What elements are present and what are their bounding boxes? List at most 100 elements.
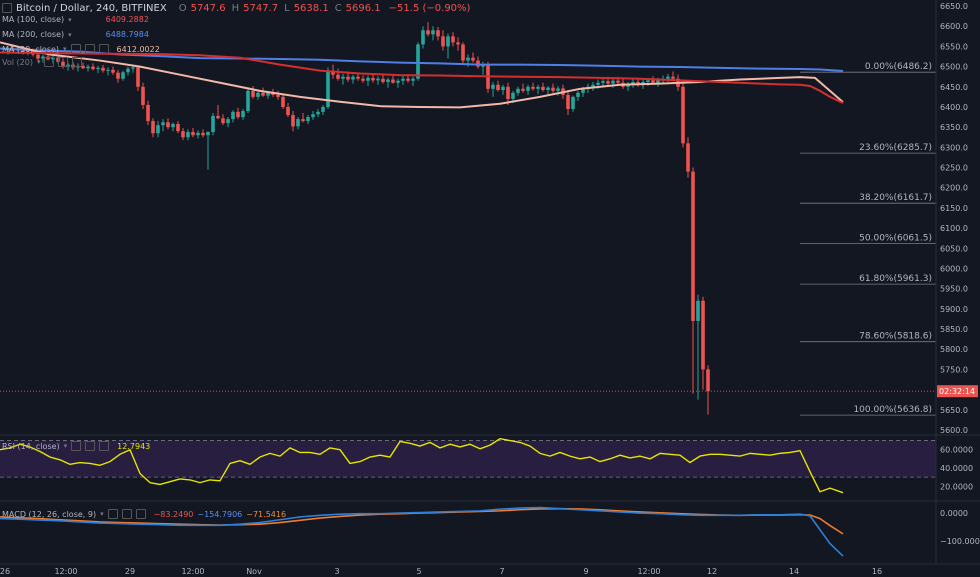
candle-body (276, 94, 280, 97)
candle-body (336, 74, 340, 79)
candle-body (411, 78, 415, 81)
price-tick-label: 6300.0 (940, 143, 968, 152)
fib-level-label: 100.00%(5636.8) (853, 405, 932, 415)
price-tick-label: 6500.0 (940, 63, 968, 72)
candle-body (346, 76, 350, 80)
candle-body (266, 92, 270, 96)
candle-body (606, 81, 610, 84)
close-icon[interactable] (72, 57, 83, 67)
candle-body (596, 82, 600, 85)
ma50-legend[interactable]: MA (50, close) ▾ 6412.0022 (2, 44, 160, 54)
time-tick-label: Nov (246, 567, 262, 576)
price-tick-label: 5800.0 (940, 345, 968, 354)
candle-body (386, 79, 390, 82)
ma50-value: 6412.0022 (116, 44, 160, 54)
chevron-down-icon[interactable]: ▾ (36, 58, 41, 66)
rsi-value: 12.7943 (117, 441, 151, 451)
close-icon[interactable] (98, 44, 109, 54)
candle-body (506, 86, 510, 99)
candle-body (201, 132, 205, 136)
candle-body (406, 78, 410, 81)
price-tick-label: 5900.0 (940, 305, 968, 314)
candle-body (541, 86, 545, 91)
candle-body (376, 78, 380, 81)
candle-body (616, 80, 620, 83)
candle-body (21, 49, 25, 53)
settings-icon[interactable] (58, 57, 69, 67)
chevron-down-icon[interactable]: ▾ (68, 30, 72, 39)
eye-icon[interactable] (107, 509, 118, 519)
macd-legend[interactable]: MACD (12, 26, close, 9) ▾ −83.2490 −154.… (2, 509, 286, 519)
candle-body (546, 87, 550, 91)
high-value: 5747.7 (243, 2, 279, 14)
close-label: C (334, 2, 342, 14)
eye-icon[interactable] (44, 57, 55, 67)
chevron-down-icon[interactable]: ▾ (63, 442, 68, 450)
ma200-name: MA (200, close) (2, 30, 65, 39)
candle-body (256, 92, 260, 97)
macd-name: MACD (12, 26, close, 9) (2, 509, 97, 519)
fib-level-label: 50.00%(6061.5) (859, 234, 932, 244)
macd-pane[interactable] (0, 506, 844, 557)
chevron-down-icon[interactable]: ▾ (68, 15, 72, 24)
rsi-pane[interactable] (0, 438, 936, 494)
eye-icon[interactable] (70, 44, 81, 54)
settings-icon[interactable] (84, 44, 95, 54)
candle-body (516, 88, 520, 93)
candle-body (356, 76, 360, 79)
candle-body (396, 80, 400, 83)
open-label: O (178, 2, 187, 14)
close-icon[interactable] (99, 441, 110, 451)
time-tick-label: 7 (499, 567, 504, 576)
candle-body (36, 54, 40, 59)
candle-body (696, 300, 700, 321)
macd-tick-label: −100.0000 (940, 537, 980, 546)
price-tick-label: 6200.0 (940, 184, 968, 193)
candle-body (246, 90, 250, 112)
time-tick-label: 29 (125, 567, 135, 576)
symbol-title[interactable]: Bitcoin / Dollar, 240, BITFINEX (16, 2, 167, 14)
ma100-name: MA (100, close) (2, 15, 65, 24)
price-tick-label: 5950.0 (940, 285, 968, 294)
candle-body (381, 78, 385, 82)
rsi-tick-label: 60.0000 (940, 446, 973, 455)
candle-body (706, 369, 710, 392)
candle-body (181, 131, 185, 138)
macd-hist-value: −71.5416 (246, 509, 287, 519)
candle-body (671, 76, 675, 79)
close-icon[interactable] (135, 509, 146, 519)
candle-body (646, 80, 650, 82)
ma200-legend[interactable]: MA (200, close) ▾ 6488.7984 (2, 30, 149, 39)
candle-body (566, 94, 570, 110)
price-tick-label: 5650.0 (940, 406, 968, 415)
macd-signal-value: −154.7906 (197, 509, 243, 519)
eye-icon[interactable] (71, 441, 82, 451)
chevron-down-icon[interactable]: ▾ (100, 510, 104, 518)
chevron-down-icon[interactable]: ▾ (63, 45, 67, 53)
rsi-legend[interactable]: RSI (14, close) ▾ 12.7943 (2, 441, 150, 451)
ma100-line (0, 51, 844, 104)
candle-body (86, 66, 90, 69)
candle-body (221, 118, 225, 124)
candle-body (556, 88, 560, 91)
time-tick-label: 26 (0, 567, 10, 576)
ma100-legend[interactable]: MA (100, close) ▾ 6409.2882 (2, 15, 149, 24)
collapse-icon[interactable] (2, 3, 12, 13)
candle-body (366, 77, 370, 81)
candle-body (321, 106, 325, 112)
candle-body (236, 111, 240, 118)
price-tick-label: 6150.0 (940, 204, 968, 213)
candle-body (286, 106, 290, 116)
candle-body (371, 77, 375, 81)
candle-body (96, 67, 100, 70)
time-tick-label: 12:00 (54, 567, 77, 576)
candle-body (471, 57, 475, 61)
main-pane[interactable]: 0.00%(6486.2) 23.60%(6285.7) 38.20%(6161.7… (0, 22, 936, 416)
settings-icon[interactable] (121, 509, 132, 519)
vol-legend[interactable]: Vol (20) ▾ (2, 57, 83, 67)
settings-icon[interactable] (85, 441, 96, 451)
fib-level-label: 23.60%(6285.7) (859, 143, 932, 153)
candle-body (391, 79, 395, 83)
